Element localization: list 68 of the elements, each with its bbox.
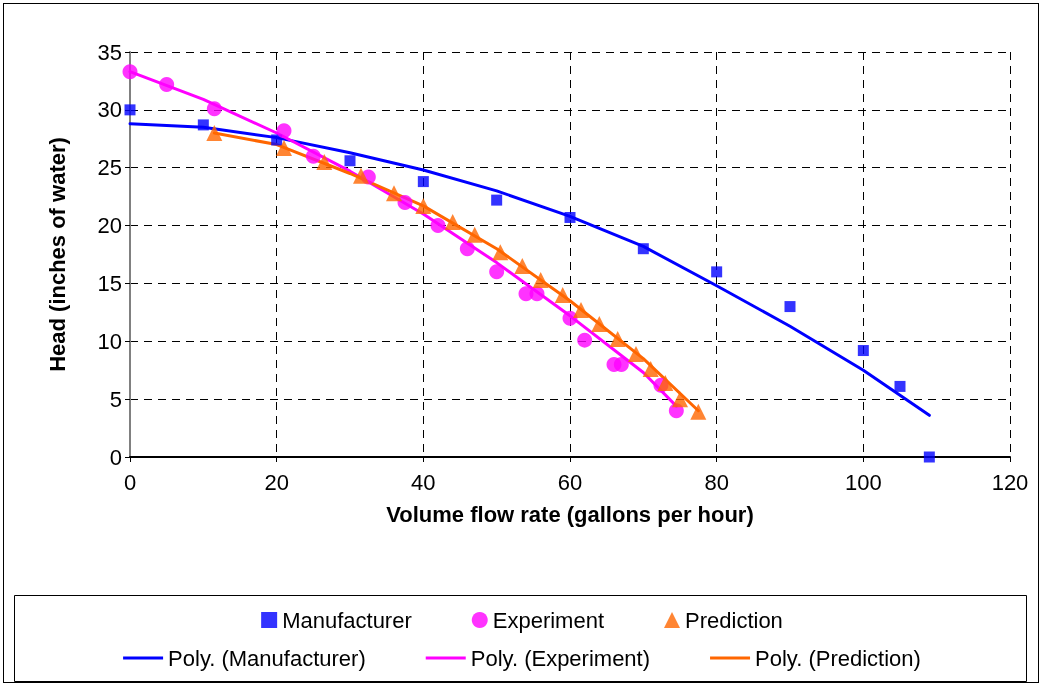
legend-label: Poly. (Manufacturer): [168, 645, 366, 671]
point: [344, 155, 356, 167]
x-tick-label: 20: [264, 469, 289, 495]
point: [386, 185, 402, 202]
point: [491, 194, 503, 206]
x-tick-label: 60: [557, 469, 583, 495]
x-tick-label: 100: [844, 469, 882, 495]
y-tick-label: 25: [97, 155, 122, 181]
point: [857, 345, 869, 357]
point: [577, 332, 593, 348]
point: [305, 148, 321, 164]
point: [591, 315, 608, 332]
point: [466, 226, 483, 243]
point: [276, 140, 292, 157]
point: [690, 403, 707, 420]
point: [529, 286, 545, 302]
point: [271, 134, 283, 146]
point: [532, 271, 549, 288]
point: [159, 76, 175, 92]
x-tick-label: 80: [704, 469, 729, 495]
point: [657, 374, 674, 391]
point: [124, 104, 136, 116]
y-tick-label: 0: [109, 444, 122, 470]
point: [894, 380, 906, 392]
y-tick-label: 20: [97, 213, 122, 239]
point: [628, 346, 644, 363]
point: [613, 356, 629, 372]
legend-label: Prediction: [685, 607, 783, 633]
point: [206, 101, 222, 117]
y-axis-title: Head (inches of water): [44, 137, 70, 372]
point: [122, 64, 138, 80]
y-tick-label: 5: [109, 386, 122, 412]
point: [444, 214, 461, 231]
legend-label: Experiment: [492, 607, 605, 633]
point: [514, 258, 531, 275]
point: [206, 125, 223, 141]
point: [430, 218, 446, 234]
point: [316, 153, 333, 170]
legend-label: Manufacturer: [282, 607, 412, 633]
point: [459, 241, 475, 257]
x-tick-label: 120: [991, 469, 1029, 495]
legend-label: Poly. (Prediction): [755, 645, 921, 671]
point: [711, 266, 723, 278]
x-tick-label: 40: [411, 469, 436, 495]
point: [415, 197, 432, 214]
point: [784, 301, 796, 313]
point: [489, 264, 505, 280]
y-tick-label: 10: [97, 328, 122, 354]
point: [197, 119, 209, 131]
y-tick-label: 35: [97, 39, 122, 65]
point: [562, 310, 578, 326]
point: [573, 302, 589, 319]
point: [609, 330, 626, 347]
point: [417, 176, 429, 188]
point: [642, 361, 659, 378]
point: [923, 451, 935, 463]
point: [672, 391, 688, 408]
point: [397, 194, 413, 210]
point: [554, 287, 571, 303]
legend-label: Poly. (Experiment): [470, 645, 651, 671]
point: [492, 244, 509, 261]
y-tick-label: 15: [97, 270, 122, 296]
y-tick-label: 30: [97, 97, 122, 123]
point: [637, 243, 649, 255]
point: [353, 167, 369, 184]
x-axis-title: Volume flow rate (gallons per hour): [386, 501, 754, 527]
point: [276, 123, 292, 139]
point: [564, 211, 576, 223]
